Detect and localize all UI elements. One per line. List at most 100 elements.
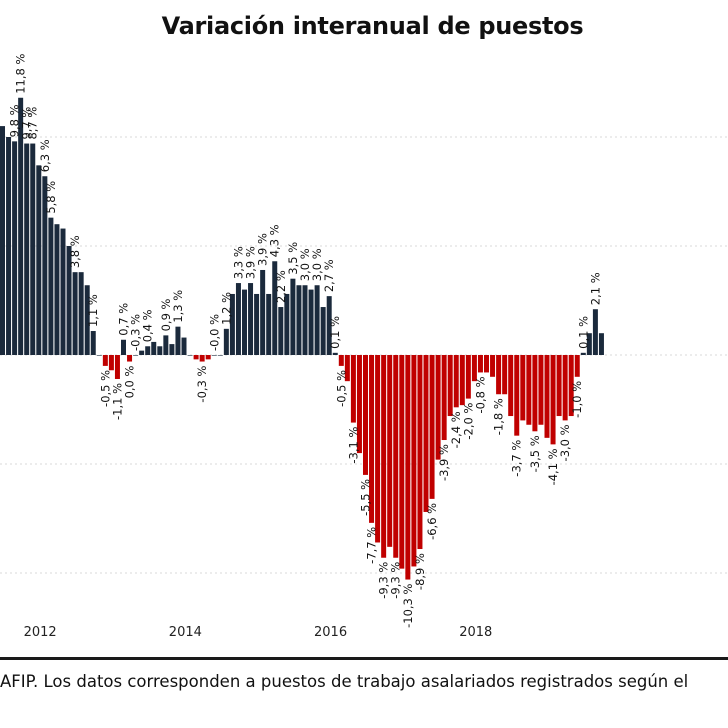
data-label: -1,8 % xyxy=(492,398,506,435)
bar xyxy=(592,309,598,355)
bar xyxy=(0,126,5,355)
data-label: -0,5 % xyxy=(98,370,112,407)
bar xyxy=(223,328,229,355)
bar xyxy=(229,293,235,355)
bar xyxy=(598,333,604,355)
bar xyxy=(387,355,393,547)
bar xyxy=(24,143,30,355)
bar xyxy=(6,137,12,355)
bar xyxy=(235,283,241,355)
bar xyxy=(290,278,296,355)
bar xyxy=(405,355,411,580)
data-label: 0,4 % xyxy=(141,309,155,342)
bar xyxy=(12,141,18,355)
bar xyxy=(187,355,193,356)
chart-title: Variación interanual de puestos xyxy=(161,12,584,40)
bar xyxy=(48,217,54,355)
data-label: 8,7 % xyxy=(26,107,40,140)
bar xyxy=(78,272,84,355)
bar xyxy=(314,285,320,355)
bar xyxy=(429,355,435,499)
data-label: 3,5 % xyxy=(286,242,300,275)
bar xyxy=(217,355,223,356)
bar xyxy=(278,307,284,355)
data-label: 0,7 % xyxy=(117,303,131,336)
bar xyxy=(151,341,157,355)
bar xyxy=(417,355,423,550)
bar xyxy=(30,143,36,355)
bar xyxy=(127,355,133,362)
bar xyxy=(114,355,120,379)
data-label: -9,3 % xyxy=(389,562,403,599)
bar xyxy=(586,333,592,355)
bar xyxy=(502,355,508,395)
bar xyxy=(477,355,483,373)
bar xyxy=(133,355,139,356)
bar xyxy=(326,296,332,355)
bar xyxy=(211,355,217,356)
data-label: -4,1 % xyxy=(546,448,560,485)
x-axis-ticks: 2012 2014 2016 2018 xyxy=(24,625,493,640)
data-label: 2,7 % xyxy=(322,259,336,292)
bar xyxy=(139,350,145,355)
data-label: -3,7 % xyxy=(510,440,524,477)
bar xyxy=(332,352,338,355)
bar xyxy=(121,339,126,355)
x-tick-label: 2012 xyxy=(24,625,57,640)
data-label: 11,8 % xyxy=(14,53,28,93)
data-label: -3,5 % xyxy=(528,435,542,472)
bar xyxy=(42,176,48,355)
data-label: 1,2 % xyxy=(219,292,233,325)
bar xyxy=(484,355,489,373)
bar xyxy=(363,355,368,475)
x-tick-label: 2014 xyxy=(169,625,202,640)
bar xyxy=(441,355,447,441)
bar xyxy=(284,293,290,355)
data-label: -6,6 % xyxy=(425,503,439,540)
bar-chart: 9,8 % 11,8 % 9,7 %8,7 %6,3 % 5,8 % 3,8 % 1,1 … xyxy=(0,53,728,640)
bar xyxy=(242,289,247,355)
bar xyxy=(54,224,60,355)
data-label: -3,9 % xyxy=(437,444,451,481)
bar xyxy=(36,165,42,355)
bar xyxy=(375,355,381,543)
bar xyxy=(157,346,163,355)
bar xyxy=(320,307,326,355)
bar xyxy=(102,355,108,366)
data-label: -0,8 % xyxy=(473,376,487,413)
bar xyxy=(266,293,272,355)
data-label: -10,3 % xyxy=(401,583,415,627)
bar xyxy=(411,355,417,567)
bar xyxy=(90,331,96,355)
bar xyxy=(66,246,72,355)
bar xyxy=(538,355,544,425)
data-label: -2,4 % xyxy=(449,411,463,448)
bar xyxy=(532,355,538,432)
x-tick-label: 2018 xyxy=(459,625,492,640)
bar xyxy=(435,355,441,460)
bar xyxy=(381,355,387,558)
data-label: -5,5 % xyxy=(359,479,373,516)
data-label: 2,2 % xyxy=(274,270,288,303)
bar xyxy=(169,344,175,355)
bar xyxy=(556,355,562,417)
data-label: -9,3 % xyxy=(377,562,391,599)
bar xyxy=(96,355,102,356)
bar xyxy=(72,272,78,355)
bar xyxy=(459,355,465,406)
bar xyxy=(393,355,399,558)
data-label: 3,8 % xyxy=(68,235,82,268)
data-label: 0,0 % xyxy=(123,365,137,398)
data-label: 5,8 % xyxy=(44,181,58,214)
data-label: -3,0 % xyxy=(558,424,572,461)
data-label: 0,1 % xyxy=(328,316,342,349)
bar xyxy=(562,355,568,421)
bar xyxy=(453,355,459,408)
bar xyxy=(145,346,151,355)
bar xyxy=(496,355,502,395)
bar xyxy=(18,97,24,355)
bar xyxy=(175,326,181,355)
bar xyxy=(84,285,90,355)
bar xyxy=(568,355,574,417)
data-label: -3,1 % xyxy=(346,427,360,464)
